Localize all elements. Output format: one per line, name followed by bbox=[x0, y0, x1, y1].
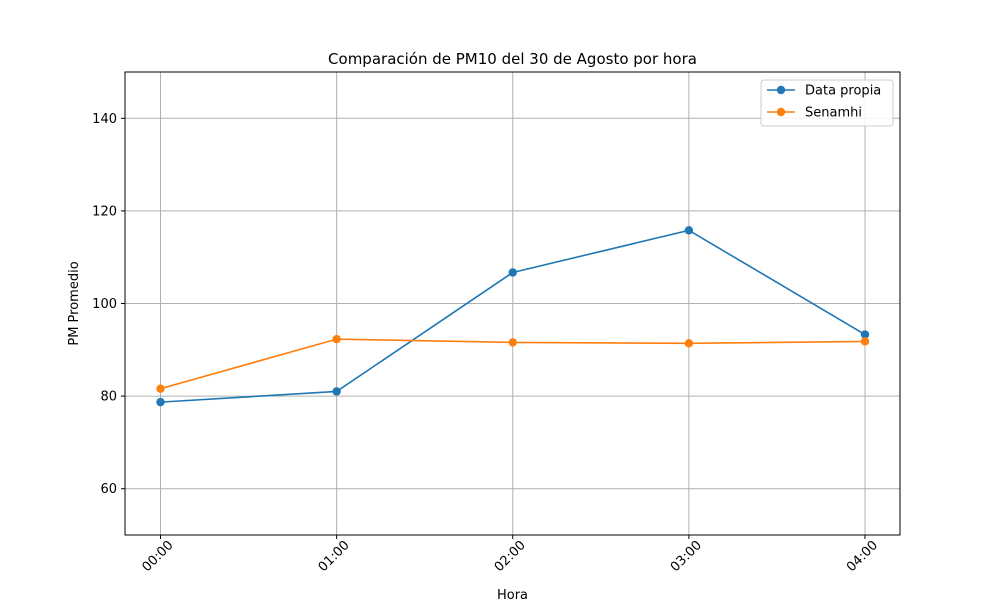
legend-box bbox=[760, 79, 894, 127]
y-tick-label: 120 bbox=[92, 204, 117, 219]
x-tick-label: 03:00 bbox=[668, 538, 705, 575]
data-point bbox=[156, 397, 165, 407]
data-point bbox=[332, 387, 341, 396]
x-tick-label: 04:00 bbox=[844, 538, 881, 575]
y-tick-label: 60 bbox=[100, 482, 117, 497]
data-point bbox=[860, 337, 870, 346]
data-point bbox=[684, 226, 694, 235]
x-tick-label: 00:00 bbox=[139, 538, 176, 575]
y-tick-label: 100 bbox=[92, 297, 117, 312]
y-axis-label: PM Promedio bbox=[67, 261, 82, 345]
data-point bbox=[860, 330, 870, 339]
y-axis: 60 80 100 120 140 bbox=[92, 112, 125, 497]
y-tick-label: 80 bbox=[100, 390, 117, 405]
data-point bbox=[332, 334, 341, 344]
legend-marker bbox=[776, 107, 786, 117]
x-axis: 00:00 01:00 02:00 03:00 04:00 bbox=[139, 535, 881, 575]
legend: Data propia Senamhi bbox=[760, 79, 894, 127]
data-point bbox=[508, 338, 517, 347]
x-tick-label: 01:00 bbox=[316, 538, 353, 575]
y-tick-label: 140 bbox=[92, 112, 117, 127]
series-group bbox=[156, 226, 870, 407]
data-point bbox=[684, 339, 694, 348]
chart-title: Comparación de PM10 del 30 de Agosto por… bbox=[328, 50, 697, 68]
data-point bbox=[508, 268, 517, 277]
x-tick-label: 02:00 bbox=[492, 538, 529, 575]
data-point bbox=[156, 384, 165, 393]
legend-marker bbox=[776, 85, 786, 95]
grid bbox=[125, 72, 900, 535]
x-axis-label: Hora bbox=[497, 588, 528, 600]
legend-label: Senamhi bbox=[805, 106, 862, 121]
legend-label: Data propia bbox=[805, 84, 881, 99]
